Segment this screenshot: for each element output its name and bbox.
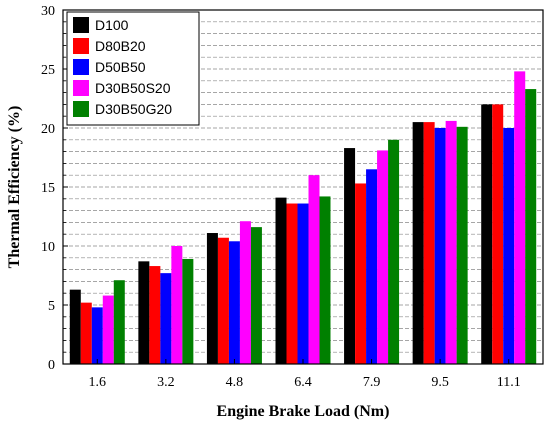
bar-D30B50S20-4.8 bbox=[239, 221, 251, 364]
bar-D80B20-7.9 bbox=[355, 183, 367, 364]
bar-D100-1.6 bbox=[69, 289, 81, 364]
bar-D50B50-3.2 bbox=[160, 273, 172, 364]
y-tick-label: 5 bbox=[48, 299, 55, 314]
legend-label: D80B20 bbox=[95, 38, 146, 54]
bar-D50B50-4.8 bbox=[228, 241, 240, 364]
x-tick-label: 7.9 bbox=[363, 375, 381, 390]
y-tick-label: 30 bbox=[41, 4, 55, 19]
bars bbox=[69, 71, 537, 365]
bar-D30B50S20-6.4 bbox=[308, 175, 320, 364]
bar-D100-4.8 bbox=[206, 233, 218, 364]
bar-D80B20-4.8 bbox=[217, 237, 229, 364]
bar-D50B50-6.4 bbox=[297, 203, 309, 364]
bar-D30B50G20-4.8 bbox=[250, 227, 262, 364]
bar-D30B50G20-9.5 bbox=[456, 126, 468, 364]
bar-D80B20-6.4 bbox=[286, 203, 298, 364]
bar-D100-7.9 bbox=[344, 148, 356, 364]
legend-swatch bbox=[73, 59, 89, 75]
bar-D80B20-11.1 bbox=[492, 104, 504, 365]
x-tick-label: 1.6 bbox=[89, 375, 107, 390]
x-axis-title: Engine Brake Load (Nm) bbox=[217, 403, 390, 420]
y-tick-label: 20 bbox=[41, 122, 55, 137]
bar-D30B50S20-3.2 bbox=[171, 246, 183, 364]
bar-D30B50G20-7.9 bbox=[388, 139, 400, 364]
legend-label: D30B50G20 bbox=[95, 101, 172, 117]
bar-D30B50S20-7.9 bbox=[377, 150, 389, 364]
x-tick-label: 4.8 bbox=[226, 375, 244, 390]
bar-D100-11.1 bbox=[481, 104, 493, 365]
x-tick-label: 3.2 bbox=[157, 375, 175, 390]
bar-D30B50G20-3.2 bbox=[182, 258, 194, 364]
y-tick-label: 15 bbox=[41, 181, 55, 196]
y-tick-label: 0 bbox=[48, 358, 55, 373]
legend-label: D100 bbox=[95, 17, 129, 33]
bar-D30B50G20-11.1 bbox=[525, 89, 537, 364]
bar-D100-3.2 bbox=[138, 261, 150, 364]
bar-D100-6.4 bbox=[275, 197, 287, 364]
y-tick-label: 25 bbox=[41, 63, 55, 78]
bar-D50B50-1.6 bbox=[91, 307, 103, 364]
bar-D50B50-7.9 bbox=[366, 169, 378, 364]
legend-swatch bbox=[73, 17, 89, 33]
bar-D80B20-1.6 bbox=[80, 302, 92, 364]
bar-D30B50S20-9.5 bbox=[445, 120, 457, 364]
legend-swatch bbox=[73, 38, 89, 54]
y-axis-title: Thermal Efficiency (%) bbox=[6, 106, 23, 269]
x-axis: 1.6 3.2 4.8 6.4 7.9 9.5 11.1 bbox=[89, 359, 521, 390]
x-tick-label: 9.5 bbox=[431, 375, 449, 390]
x-tick-label: 6.4 bbox=[294, 375, 312, 390]
legend-label: D50B50 bbox=[95, 59, 146, 75]
legend: D100 D80B20 D50B50 D30B50S20 D30B50G20 bbox=[66, 11, 200, 126]
bar-D80B20-9.5 bbox=[423, 122, 435, 364]
bar-D30B50S20-1.6 bbox=[102, 295, 114, 364]
bar-D80B20-3.2 bbox=[149, 266, 161, 364]
bar-D30B50G20-6.4 bbox=[319, 196, 331, 364]
y-tick-label: 10 bbox=[41, 240, 55, 255]
y-axis: 0 5 10 15 20 25 30 bbox=[41, 4, 68, 373]
bar-D100-9.5 bbox=[412, 122, 424, 364]
bar-D50B50-9.5 bbox=[434, 128, 446, 364]
bar-D30B50S20-11.1 bbox=[514, 71, 526, 365]
legend-swatch bbox=[73, 80, 89, 96]
bar-D30B50G20-1.6 bbox=[113, 280, 125, 364]
legend-swatch bbox=[73, 101, 89, 117]
x-tick-label: 11.1 bbox=[497, 375, 521, 390]
bar-D50B50-11.1 bbox=[503, 128, 515, 364]
legend-label: D30B50S20 bbox=[95, 80, 171, 96]
